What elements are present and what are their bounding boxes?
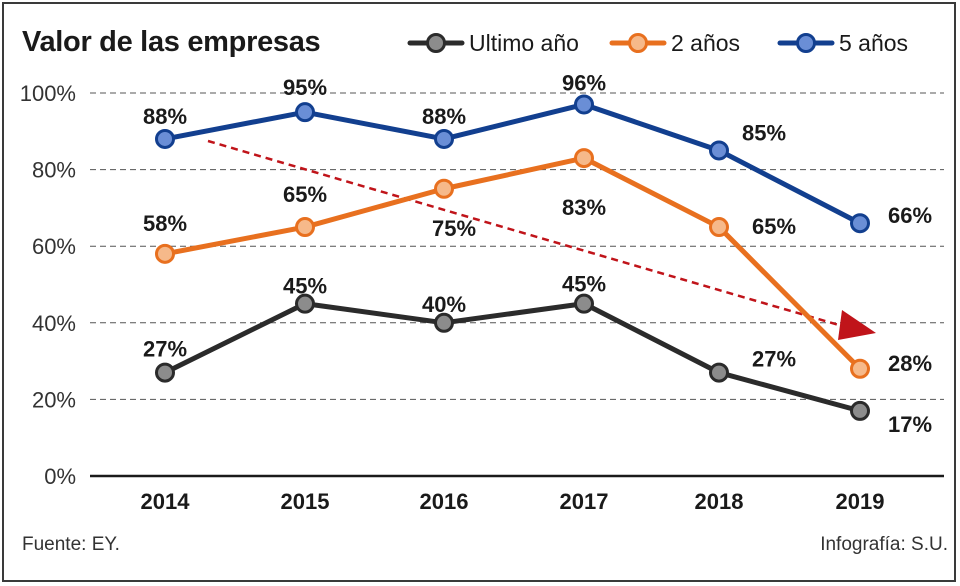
data-point [155,362,175,383]
legend-label: Ultimo año [469,30,579,56]
gridlines [90,92,944,400]
data-label: 45% [283,274,327,299]
legend-label: 2 años [671,30,740,56]
y-tick-label: 60% [32,234,76,259]
data-label: 27% [752,347,796,372]
data-point [709,217,729,238]
y-tick-label: 0% [44,464,76,489]
data-label: 58% [143,211,187,236]
x-tick-label: 2017 [560,489,609,514]
axes: 0% 20% 40% 60% 80% 100% 2014 2015 2016 2017 2018 20… [20,81,944,514]
data-point [850,213,870,234]
data-label: 65% [283,182,327,207]
trend-annotation [207,139,876,340]
data-label: 27% [143,337,187,362]
data-label: 88% [422,104,466,129]
x-tick-label: 2016 [420,489,469,514]
data-label: 66% [888,203,932,228]
series-group [155,94,870,421]
chart-title: Valor de las empresas [22,26,321,58]
data-point [434,178,454,199]
trend-arrowhead [838,310,876,340]
data-label: 85% [742,120,786,145]
data-label: 83% [562,195,606,220]
data-label: 65% [752,214,796,239]
data-label: 95% [283,75,327,100]
trend-arrow [207,139,862,335]
data-point [574,94,594,115]
legend-swatch-marker [796,33,816,53]
legend-label: 5 años [839,30,908,56]
legend: Ultimo año 2 años 5 años [407,30,908,56]
data-label: 40% [422,292,466,317]
data-point [709,140,729,161]
legend-swatch-marker [426,33,446,53]
data-point [850,400,870,421]
data-point [434,128,454,149]
data-point [574,293,594,314]
data-labels: 27% 45% 40% 45% 27% 17% 58% 65% 75% 83% 65% 28% 88% 9… [143,70,932,436]
data-point [709,362,729,383]
data-point [850,358,870,379]
data-label: 17% [888,412,932,437]
data-point [574,148,594,169]
x-tick-label: 2015 [281,489,330,514]
data-label: 28% [888,351,932,376]
credit-note: Infografía: S.U. [820,534,948,555]
data-point [295,293,315,314]
data-label: 88% [143,104,187,129]
series-line [162,301,863,414]
y-tick-label: 20% [32,387,76,412]
x-tick-label: 2014 [141,489,191,514]
data-point [155,128,175,149]
data-point [155,243,175,264]
data-label: 75% [432,216,476,241]
series-line [162,155,863,372]
legend-swatch-marker [628,33,648,53]
data-point [434,312,454,333]
y-tick-label: 40% [32,311,76,336]
data-point [295,217,315,238]
source-note: Fuente: EY. [22,534,120,555]
data-point [295,102,315,123]
data-label: 96% [562,70,606,95]
x-tick-label: 2019 [836,489,885,514]
x-tick-label: 2018 [695,489,744,514]
y-tick-label: 100% [20,81,76,106]
series-line [162,101,863,226]
data-label: 45% [562,272,606,297]
y-tick-label: 80% [32,158,76,183]
